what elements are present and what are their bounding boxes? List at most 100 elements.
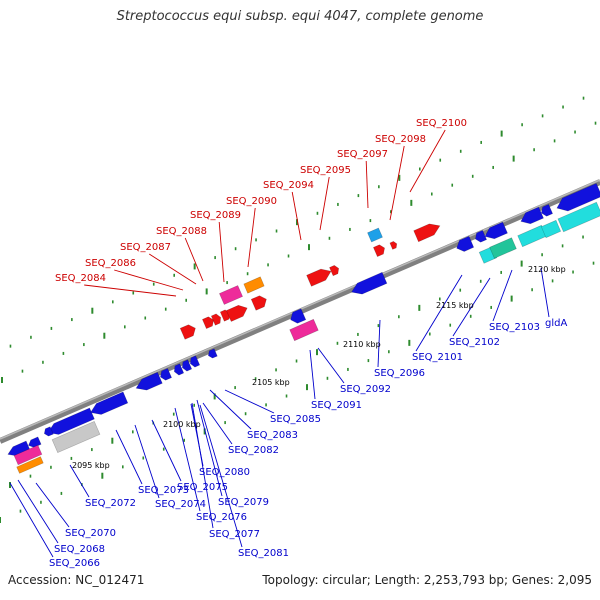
- gene-unknown: [51, 421, 101, 453]
- leader-line-reverse: [309, 349, 316, 400]
- leader-line-forward: [114, 269, 184, 291]
- gene-other: [489, 237, 517, 259]
- gene-label-forward: SEQ_2088: [156, 226, 207, 237]
- gene-label-reverse: SEQ_2102: [449, 337, 500, 348]
- gene-label-reverse: SEQ_2083: [247, 430, 298, 441]
- position-labels: 2095 kbp 2100 kbp 2105 kbp 2110 kbp 2115 kbp…: [72, 265, 566, 470]
- gene-rna: [16, 456, 44, 474]
- gene-label-reverse: SEQ_2103: [489, 322, 540, 333]
- gene-label-forward: SEQ_2095: [300, 165, 351, 176]
- gene-label-forward: SEQ_2084: [55, 273, 106, 284]
- gene-reverse: [135, 371, 163, 391]
- gene-reverse: [160, 368, 172, 381]
- leader-line-forward: [409, 129, 446, 193]
- gene-reverse: [556, 183, 600, 212]
- gene-forward: [413, 223, 441, 243]
- position-label: 2105 kbp: [252, 378, 290, 387]
- gene-forward: [250, 295, 267, 311]
- accession-text: Accession: NC_012471: [8, 573, 145, 587]
- leader-line-reverse: [151, 419, 182, 482]
- gene-label-reverse: gldA: [545, 318, 567, 329]
- gene-label-reverse: SEQ_2070: [65, 528, 116, 539]
- leader-line-reverse: [69, 464, 90, 498]
- gene-label-forward: SEQ_2090: [226, 196, 277, 207]
- gene-label-reverse: SEQ_2081: [238, 548, 289, 559]
- gene-reverse: [189, 355, 201, 368]
- gene-label-reverse: SEQ_2066: [49, 558, 100, 569]
- gene-label-reverse: SEQ_2096: [374, 368, 425, 379]
- gene-label-forward: SEQ_2098: [375, 134, 426, 145]
- leader-line-forward: [184, 237, 204, 282]
- leader-line-reverse: [35, 482, 70, 528]
- leader-line-reverse: [17, 479, 59, 544]
- gene-label-forward: SEQ_2089: [190, 210, 241, 221]
- leader-line-forward: [319, 176, 330, 231]
- gene-reverse: [520, 206, 544, 225]
- gene-labels: SEQ_2084 SEQ_2086 SEQ_2087 SEQ_2088 SEQ_2089…: [49, 118, 567, 569]
- gene-label-reverse: SEQ_2073: [138, 485, 189, 496]
- leader-line-reverse: [202, 402, 233, 445]
- position-label: 2120 kbp: [528, 265, 566, 274]
- gene-reverse: [43, 426, 54, 437]
- gene-rna: [13, 444, 43, 466]
- gene-other: [540, 219, 562, 239]
- gene-label-reverse: SEQ_2101: [412, 352, 463, 363]
- gene-label-reverse: SEQ_2072: [85, 498, 136, 509]
- gene-rna: [243, 276, 265, 294]
- gene-forward: [202, 316, 214, 329]
- leader-line-reverse: [377, 319, 381, 368]
- leader-line-reverse: [224, 389, 275, 414]
- gene-label-forward: SEQ_2097: [337, 149, 388, 160]
- genome-summary-text: Topology: circular; Length: 2,253,793 bp…: [262, 573, 592, 587]
- gene-forward: [373, 244, 385, 257]
- gene-rna: [367, 227, 383, 243]
- leader-line-reverse: [190, 403, 204, 467]
- gene-reverse: [28, 436, 42, 448]
- gene-reverse: [90, 391, 129, 415]
- leader-line-forward: [218, 221, 225, 283]
- leader-line-reverse: [452, 277, 491, 337]
- gene-forward: [210, 313, 222, 326]
- gene-label-reverse: SEQ_2085: [270, 414, 321, 425]
- gene-reverse: [47, 407, 95, 435]
- gene-reverse: [181, 359, 193, 372]
- gene-reverse: [484, 221, 508, 240]
- tick-rows: [0, 96, 597, 523]
- gene-reverse: [173, 363, 185, 376]
- label-leader-lines: [9, 129, 550, 558]
- gene-reverse: [541, 204, 553, 217]
- leader-line-forward: [84, 284, 177, 297]
- leader-line-reverse: [196, 399, 223, 497]
- gene-reverse: [351, 271, 388, 295]
- gene-reverse: [456, 235, 475, 252]
- gene-label-reverse: SEQ_2077: [209, 529, 260, 540]
- gene-label-forward: SEQ_2087: [120, 242, 171, 253]
- leader-line-reverse: [199, 404, 243, 548]
- leader-line-forward: [389, 145, 405, 221]
- map-title: Streptococcus equi subsp. equi 4047, com…: [116, 9, 484, 24]
- position-label: 2100 kbp: [163, 420, 201, 429]
- gene-label-forward: SEQ_2086: [85, 258, 136, 269]
- leader-line-forward: [291, 191, 302, 241]
- gene-label-forward: SEQ_2094: [263, 180, 314, 191]
- gene-label-reverse: SEQ_2079: [218, 497, 269, 508]
- leader-line-reverse: [209, 389, 252, 430]
- leader-line-forward: [148, 253, 197, 285]
- gene-rna: [219, 285, 243, 305]
- leader-line-reverse: [415, 274, 463, 352]
- gene-forward: [226, 304, 248, 322]
- gene-label-reverse: SEQ_2075: [177, 482, 228, 493]
- gene-label-forward: SEQ_2100: [416, 118, 467, 129]
- gene-label-reverse: SEQ_2076: [196, 512, 247, 523]
- gene-reverse: [207, 348, 218, 359]
- position-label: 2115 kbp: [436, 301, 474, 310]
- leader-line-reverse: [115, 429, 143, 485]
- position-label: 2110 kbp: [343, 340, 381, 349]
- gene-forward: [389, 241, 398, 250]
- position-label: 2095 kbp: [72, 461, 110, 470]
- gene-forward: [179, 324, 196, 340]
- gene-label-reverse: SEQ_2091: [311, 400, 362, 411]
- gene-reverse: [475, 230, 487, 243]
- gene-reverse: [290, 308, 307, 324]
